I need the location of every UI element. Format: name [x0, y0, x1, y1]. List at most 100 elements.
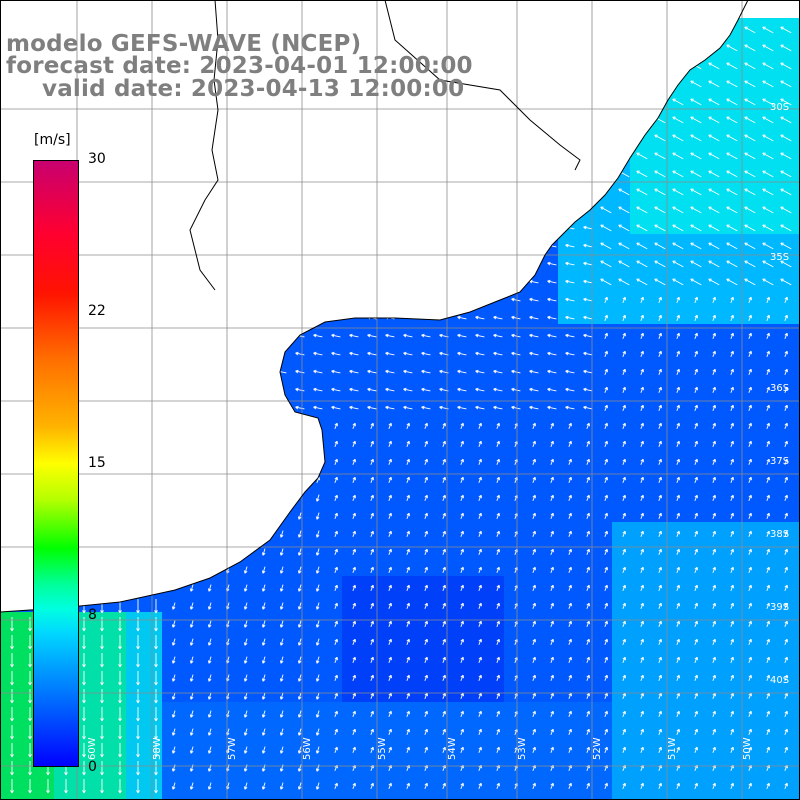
wind-arrow-head — [457, 370, 461, 374]
wind-arrow — [784, 639, 788, 645]
wind-arrow — [676, 729, 680, 735]
wind-arrow-head — [388, 458, 392, 462]
wind-arrow-head — [586, 548, 590, 552]
wind-arrow — [406, 477, 410, 483]
wind-arrow — [730, 693, 734, 699]
wind-cell — [288, 594, 306, 612]
wind-cell — [108, 666, 126, 684]
wind-arrow-head — [672, 224, 675, 228]
wind-cell — [342, 630, 360, 648]
wind-cell — [180, 738, 198, 756]
wind-cell — [90, 792, 108, 800]
wind-arrow — [784, 513, 788, 519]
wind-cell — [270, 774, 288, 792]
wind-arrow-head — [511, 334, 515, 338]
wind-arrow-head — [277, 370, 281, 374]
wind-arrow-head — [748, 404, 752, 408]
wind-arrow-head — [766, 728, 770, 732]
wind-arrow-head — [658, 620, 662, 624]
wind-arrow — [550, 531, 554, 537]
wind-arrow — [712, 711, 716, 717]
wind-arrow-head — [406, 728, 410, 732]
wind-cell — [342, 414, 360, 432]
wind-arrow-head — [600, 260, 603, 264]
wind-arrow — [622, 711, 626, 717]
wind-arrow-head — [780, 62, 783, 66]
wind-arrow-head — [672, 152, 675, 156]
wind-cell — [378, 594, 396, 612]
wind-arrow-head — [672, 260, 675, 264]
wind-arrow-head — [403, 388, 407, 392]
wind-cell — [486, 792, 504, 800]
wind-arrow-head — [766, 674, 770, 678]
wind-arrow — [352, 477, 356, 483]
wind-arrow-head — [583, 244, 587, 248]
wind-cell — [558, 738, 576, 756]
wind-arrow — [748, 585, 752, 591]
wind-cell — [162, 630, 180, 648]
wind-cell — [342, 612, 360, 630]
wind-arrow — [313, 406, 323, 410]
wind-arrow-head — [568, 602, 572, 606]
wind-arrow — [676, 639, 680, 645]
wind-arrow-head — [730, 530, 734, 534]
wind-arrow — [622, 603, 626, 609]
wind-arrow-head — [586, 620, 590, 624]
wind-cell — [684, 432, 702, 450]
wind-arrow-head — [280, 588, 284, 592]
wind-cell — [306, 558, 324, 576]
wind-arrow-head — [424, 746, 428, 750]
wind-arrow — [712, 567, 716, 573]
wind-cell — [450, 432, 468, 450]
wind-cell — [396, 432, 414, 450]
wind-arrow — [298, 728, 302, 736]
wind-arrow-head — [316, 660, 320, 664]
wind-cell — [468, 450, 486, 468]
wind-cell — [288, 612, 306, 630]
wind-arrow — [460, 495, 464, 501]
wind-arrow-head — [352, 530, 356, 534]
wind-arrow-head — [424, 566, 428, 570]
wind-arrow-head — [298, 588, 302, 592]
wind-arrow-head — [334, 548, 338, 552]
wind-cell — [360, 756, 378, 774]
wind-arrow-head — [298, 696, 302, 700]
wind-arrow — [442, 711, 446, 717]
wind-arrow-head — [690, 134, 693, 138]
wind-arrow-head — [748, 548, 752, 552]
wind-cell — [612, 306, 630, 324]
wind-cell — [702, 486, 720, 504]
wind-arrow-head — [262, 624, 266, 628]
wind-cell — [522, 396, 540, 414]
wind-arrow-head — [640, 404, 644, 408]
wind-arrow-head — [676, 548, 680, 552]
wind-arrow-head — [690, 188, 693, 192]
wind-arrow-head — [119, 772, 122, 776]
wind-arrow — [568, 423, 572, 429]
wind-arrow-head — [457, 406, 461, 410]
wind-arrow-head — [29, 664, 32, 668]
wind-arrow-head — [208, 624, 212, 628]
wind-cell — [342, 486, 360, 504]
wind-cell — [486, 774, 504, 792]
wind-arrow — [748, 495, 752, 501]
wind-arrow — [280, 584, 284, 592]
wind-cell — [378, 630, 396, 648]
wind-arrow — [529, 280, 539, 284]
wind-cell — [378, 666, 396, 684]
wind-cell — [414, 576, 432, 594]
wind-arrow — [352, 747, 356, 753]
wind-arrow-head — [676, 368, 680, 372]
wind-arrow-head — [748, 422, 752, 426]
wind-cell — [18, 630, 36, 648]
wind-arrow-head — [565, 406, 569, 410]
wind-cell — [666, 594, 684, 612]
wind-arrow — [370, 549, 374, 555]
wind-cell — [234, 612, 252, 630]
wind-cell — [612, 504, 630, 522]
wind-arrow-head — [478, 692, 482, 696]
wind-arrow — [172, 674, 176, 682]
wind-cell — [576, 504, 594, 522]
wind-cell — [648, 630, 666, 648]
